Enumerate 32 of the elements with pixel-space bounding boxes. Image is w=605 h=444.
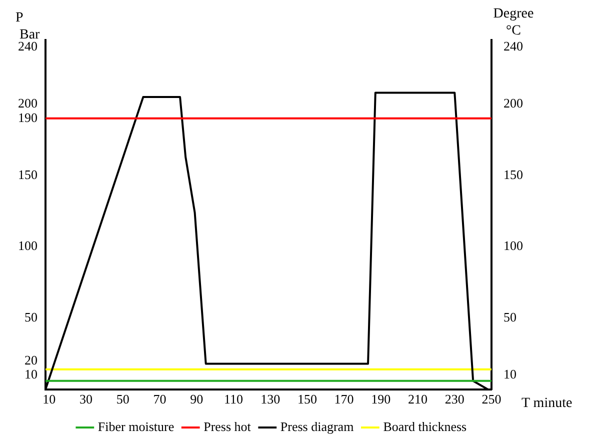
x-tick-label: 110 [224,392,243,407]
y-tick-label: 190 [18,110,38,125]
legend-label: Press hot [204,418,252,434]
x-tick-label: 230 [444,392,464,407]
x-tick-label: 50 [116,392,130,407]
y2-tick-label: 50 [504,310,516,325]
y2-tick-label: 150 [504,166,523,182]
x-tick-label: 170 [334,392,354,407]
x-tick-label: 150 [297,392,317,407]
x-tick-label: 250 [482,392,502,407]
y2-tick-label: 10 [504,366,516,382]
y2-tick-label: 100 [504,238,523,254]
y-tick-label: 50 [24,310,38,325]
legend-label: Press diagram [280,418,354,434]
x-tick-label: 90 [190,392,204,407]
y-tick-label: 150 [18,166,38,182]
y2-axis-title: Degree °C [493,6,534,39]
legend-label: Fiber moisture [98,418,174,434]
legend-label: Board thickness [383,418,467,434]
y-tick-label: 200 [18,96,38,111]
x-tick-label: 30 [80,392,93,407]
y-tick-label: 100 [18,238,38,254]
y2-tick-label: 240 [504,38,523,54]
y-tick-label: 20 [24,352,38,368]
x-tick-label: 10 [42,392,56,407]
x-tick-label: 130 [260,392,280,407]
y2-tick-label: 200 [504,96,523,111]
y-tick-label: 10 [24,366,38,382]
x-tick-label: 70 [153,392,166,407]
x-axis-title: T minute [522,396,572,412]
x-tick-label: 190 [371,392,391,407]
x-tick-label: 210 [408,392,428,407]
